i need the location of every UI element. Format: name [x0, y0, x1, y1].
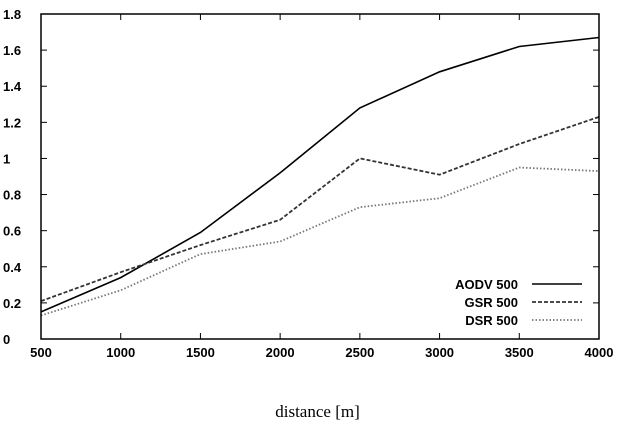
x-tick-label: 2500 [345, 345, 374, 360]
line-chart: 0 0.2 0.4 0.6 0.8 1 1.2 1.4 1.6 1.8 500 1000 1500 20… [3, 7, 613, 360]
legend-label: GSR 500 [465, 295, 518, 310]
y-tick-label: 0.4 [3, 260, 22, 275]
x-tick-label: 3500 [505, 345, 534, 360]
y-axis-ticks: 0 0.2 0.4 0.6 0.8 1 1.2 1.4 1.6 1.8 [3, 7, 599, 347]
x-tick-label: 500 [30, 345, 52, 360]
y-tick-label: 1.4 [3, 79, 22, 94]
x-axis-ticks: 500 1000 1500 2000 2500 3000 3500 4000 [30, 14, 613, 360]
y-tick-label: 1.2 [3, 115, 21, 130]
series-layer [40, 36, 600, 317]
y-tick-label: 0.8 [3, 188, 21, 203]
legend: AODV 500 GSR 500 DSR 500 [455, 277, 582, 328]
y-tick-label: 0 [3, 332, 10, 347]
y-tick-label: 1 [3, 151, 10, 166]
x-tick-label: 1500 [186, 345, 215, 360]
series-line-gsr-500 [40, 116, 600, 302]
y-tick-label: 1.6 [3, 43, 21, 58]
series-line-aodv-500 [40, 36, 600, 313]
series-line-dsr-500 [40, 166, 600, 317]
legend-label: DSR 500 [465, 313, 518, 328]
x-tick-label: 3000 [425, 345, 454, 360]
y-tick-label: 1.8 [3, 7, 21, 22]
legend-label: AODV 500 [455, 277, 518, 292]
x-tick-label: 1000 [106, 345, 135, 360]
plot-frame [40, 13, 600, 340]
y-tick-label: 0.2 [3, 296, 21, 311]
x-tick-label: 2000 [266, 345, 295, 360]
x-tick-label: 4000 [585, 345, 614, 360]
x-axis-label: distance [m] [275, 402, 360, 421]
y-tick-label: 0.6 [3, 224, 21, 239]
